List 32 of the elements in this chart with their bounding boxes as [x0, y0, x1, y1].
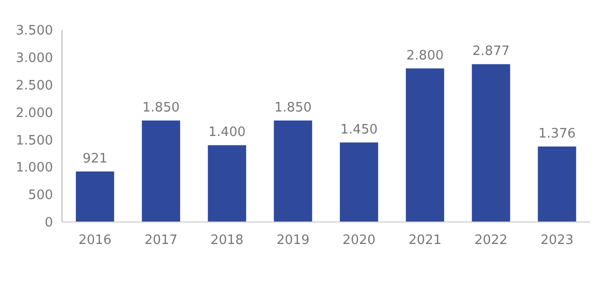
- y-tick-label: 3.500: [16, 24, 53, 39]
- x-tick-label: 2021: [408, 233, 442, 248]
- bar: [340, 142, 378, 222]
- x-tick-label: 2022: [474, 233, 508, 248]
- y-tick-label: 1.500: [16, 133, 53, 148]
- y-tick-label: 2.000: [16, 106, 53, 121]
- data-label: 921: [82, 151, 108, 166]
- data-label: 2.877: [472, 44, 510, 60]
- data-label: 1.450: [340, 122, 378, 138]
- y-tick-label: 500: [28, 188, 53, 204]
- bar: [406, 68, 444, 222]
- bar: [538, 146, 576, 222]
- bar: [274, 120, 312, 222]
- y-tick-label: 3.000: [16, 50, 53, 66]
- x-tick-label: 2020: [342, 233, 376, 248]
- data-label: 1.850: [274, 100, 312, 116]
- bar: [472, 64, 510, 222]
- x-tick-label: 2016: [78, 233, 112, 248]
- bar: [142, 120, 180, 222]
- y-tick-label: 1.000: [16, 160, 53, 176]
- y-tick-label: 2.500: [16, 78, 53, 94]
- bar: [76, 171, 114, 222]
- data-label: 1.400: [208, 125, 246, 140]
- y-tick-label: 0: [44, 216, 53, 231]
- x-tick-label: 2018: [210, 233, 244, 248]
- data-label: 2.800: [406, 48, 444, 64]
- x-tick-label: 2023: [540, 233, 574, 248]
- data-label: 1.850: [142, 100, 180, 116]
- bar: [208, 145, 246, 222]
- x-tick-label: 2017: [144, 233, 178, 248]
- x-tick-label: 2019: [276, 233, 310, 248]
- data-label: 1.376: [538, 126, 576, 142]
